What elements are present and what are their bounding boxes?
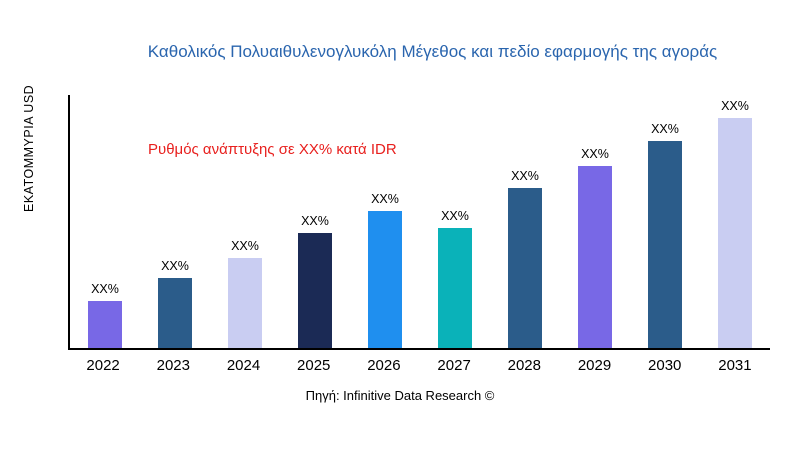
bar-value-label: XX% xyxy=(301,214,329,228)
bar-2026 xyxy=(368,211,402,348)
bar-2024 xyxy=(228,258,262,348)
x-tick-2031: 2031 xyxy=(718,357,752,374)
x-tick-2022: 2022 xyxy=(86,357,120,374)
bar-2027 xyxy=(438,228,472,348)
bar-slot-2028: XX% xyxy=(490,95,560,348)
source-note: Πηγή: Infinitive Data Research © xyxy=(305,388,495,403)
y-axis-label: ΕΚΑΤΟΜΜΥΡΙΑ USD xyxy=(22,84,36,212)
bar-slot-2031: XX% xyxy=(700,95,770,348)
bar-2023 xyxy=(158,278,192,348)
bar-2025 xyxy=(298,233,332,348)
bar-value-label: XX% xyxy=(651,122,679,136)
growth-rate-annotation: Ρυθμός ανάπτυξης σε XX% κατά IDR xyxy=(148,141,397,158)
chart-title: Καθολικός Πολυαιθυλενογλυκόλη Μέγεθος κα… xyxy=(147,42,718,61)
bar-2029 xyxy=(578,166,612,348)
bar-value-label: XX% xyxy=(161,259,189,273)
x-tick-2027: 2027 xyxy=(437,357,471,374)
bar-value-label: XX% xyxy=(511,169,539,183)
x-tick-row: 2022 2023 2024 2025 2026 2027 2028 2029 2030 2031 xyxy=(68,357,770,374)
bar-value-label: XX% xyxy=(441,209,469,223)
bar-value-label: XX% xyxy=(371,192,399,206)
bar-slot-2024: XX% xyxy=(210,95,280,348)
bar-2031 xyxy=(718,118,752,348)
x-tick-2023: 2023 xyxy=(156,357,190,374)
bar-slot-2026: XX% xyxy=(350,95,420,348)
bar-slot-2022: XX% xyxy=(70,95,140,348)
bar-slot-2027: XX% xyxy=(420,95,490,348)
x-tick-2026: 2026 xyxy=(367,357,401,374)
x-tick-2025: 2025 xyxy=(297,357,331,374)
plot-wrap: XX% XX% XX% XX% XX% XX% XX% XX% XX% XX% 2022 2023 2… xyxy=(68,95,770,374)
bar-slot-2025: XX% xyxy=(280,95,350,348)
bar-2030 xyxy=(648,141,682,348)
bar-slot-2023: XX% xyxy=(140,95,210,348)
bar-value-label: XX% xyxy=(91,282,119,296)
bar-value-label: XX% xyxy=(581,147,609,161)
bar-2022 xyxy=(88,301,122,348)
bar-slot-2029: XX% xyxy=(560,95,630,348)
plot-area: XX% XX% XX% XX% XX% XX% XX% XX% XX% XX% xyxy=(68,95,770,350)
x-tick-2024: 2024 xyxy=(226,357,261,374)
bar-value-label: XX% xyxy=(231,239,259,253)
bar-2028 xyxy=(508,188,542,348)
x-tick-2029: 2029 xyxy=(577,357,612,374)
bar-value-label: XX% xyxy=(721,99,749,113)
bar-slot-2030: XX% xyxy=(630,95,700,348)
x-tick-2028: 2028 xyxy=(507,357,541,374)
x-tick-2030: 2030 xyxy=(648,357,682,374)
